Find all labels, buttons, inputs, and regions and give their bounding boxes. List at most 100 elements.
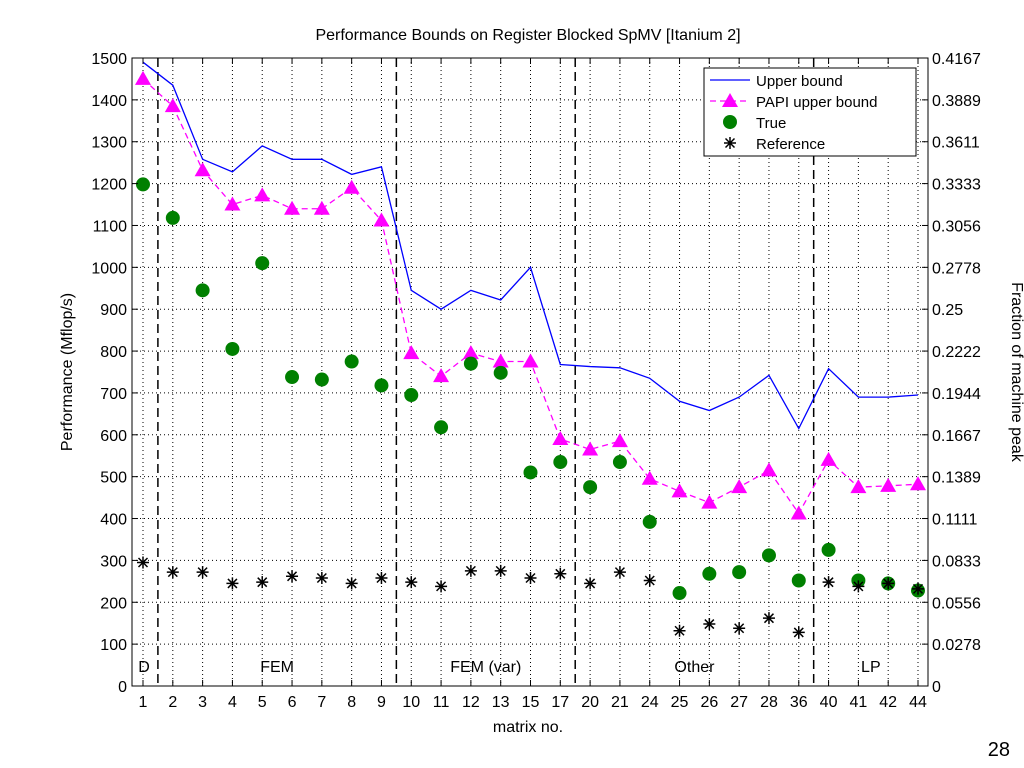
data-point: [822, 576, 835, 589]
x-tick-label: 36: [790, 694, 808, 711]
y-tick-label: 300: [100, 553, 127, 570]
data-point: [196, 566, 209, 579]
y-tick-label: 1000: [91, 260, 127, 277]
y-tick-label: 1500: [91, 51, 127, 68]
y-tick-label: 800: [100, 344, 127, 361]
data-point: [194, 162, 211, 177]
legend-label: Upper bound: [756, 73, 843, 90]
y-right-tick-label: 0: [932, 679, 941, 696]
x-tick-label: 9: [377, 694, 386, 711]
x-tick-label: 3: [198, 694, 207, 711]
y-tick-label: 1300: [91, 135, 127, 152]
x-tick-label: 27: [730, 694, 748, 711]
data-point: [315, 571, 328, 584]
data-point: [344, 354, 359, 369]
data-point: [256, 576, 269, 589]
series-upper-bound: [142, 61, 919, 430]
data-point: [703, 618, 716, 631]
series-true: [136, 177, 925, 601]
y-tick-label: 1200: [91, 177, 127, 194]
data-point: [552, 430, 569, 445]
chart-title: Performance Bounds on Register Blocked S…: [315, 27, 740, 44]
y-right-tick-label: 0.0833: [932, 553, 981, 570]
data-point: [433, 368, 450, 383]
x-tick-label: 17: [551, 694, 569, 711]
data-point: [463, 356, 478, 371]
data-point: [195, 283, 210, 298]
group-label: FEM: [260, 659, 294, 676]
data-point: [314, 372, 329, 387]
data-point: [313, 200, 330, 215]
data-point: [523, 465, 538, 480]
group-label: FEM (var): [450, 659, 521, 676]
series: [135, 61, 926, 639]
data-point: [404, 388, 419, 403]
y-right-tick-label: 0.4167: [932, 51, 981, 68]
group-label: D: [138, 659, 150, 676]
y-tick-label: 900: [100, 302, 127, 319]
legend-label: Reference: [756, 136, 825, 153]
y-right-tick-label: 0.0556: [932, 595, 981, 612]
data-point: [136, 177, 150, 192]
data-point: [762, 612, 775, 625]
data-point: [284, 200, 301, 215]
y-tick-label: 400: [100, 512, 127, 529]
x-tick-label: 6: [288, 694, 297, 711]
x-tick-label: 44: [909, 694, 927, 711]
x-tick-label: 26: [700, 694, 718, 711]
y-right-tick-label: 0.1944: [932, 386, 981, 403]
y-right-tick-label: 0.3333: [932, 177, 981, 194]
data-point: [373, 212, 390, 227]
data-point: [255, 256, 270, 271]
legend: Upper bound PAPI upper bound True Reference: [703, 67, 917, 157]
series-reference: [137, 556, 924, 639]
y-right-tick-label: 0.0278: [932, 637, 981, 654]
data-point: [225, 341, 240, 356]
data-point: [583, 480, 598, 495]
data-point: [554, 567, 567, 580]
data-point: [673, 624, 686, 637]
legend-box: [703, 67, 917, 157]
data-point: [434, 420, 449, 435]
data-point: [790, 505, 807, 520]
group-label: Other: [674, 659, 715, 676]
data-point: [524, 571, 537, 584]
data-point: [642, 514, 657, 529]
x-tick-label: 13: [492, 694, 510, 711]
x-tick-label: 20: [581, 694, 599, 711]
x-tick-label: 12: [462, 694, 480, 711]
data-point: [733, 622, 746, 635]
x-tick-label: 1: [139, 694, 148, 711]
data-point: [612, 455, 627, 470]
page-number: 28: [987, 739, 1010, 761]
x-tick-label: 7: [317, 694, 326, 711]
x-tick-label: 40: [820, 694, 838, 711]
x-tick-label: 28: [760, 694, 778, 711]
y-axis-left: 0 100 200 300 400 500 600 700 800 900 1000 1100 1200…: [91, 51, 138, 696]
data-point: [165, 210, 180, 225]
data-point: [910, 476, 926, 491]
data-point: [722, 93, 738, 107]
data-point: [760, 462, 777, 477]
y-right-tick-label: 0.25: [932, 302, 963, 319]
data-point: [912, 582, 924, 595]
y-tick-label: 700: [100, 386, 127, 403]
data-point: [494, 564, 507, 577]
data-point: [285, 370, 300, 385]
x-tick-label: 11: [433, 694, 450, 711]
data-point: [226, 577, 239, 590]
x-tick-label: 2: [168, 694, 177, 711]
y-right-tick-label: 0.3889: [932, 93, 981, 110]
data-point: [135, 70, 151, 85]
data-point: [821, 542, 836, 557]
data-point: [435, 580, 448, 593]
data-point: [343, 179, 360, 194]
data-point: [731, 479, 748, 494]
legend-entry: Upper bound: [710, 73, 843, 90]
legend-label: PAPI upper bound: [756, 94, 877, 111]
data-point: [345, 577, 358, 590]
y-right-tick-label: 0.2778: [932, 260, 981, 277]
data-point: [405, 576, 418, 589]
data-point: [137, 556, 149, 569]
legend-label: True: [756, 115, 786, 132]
